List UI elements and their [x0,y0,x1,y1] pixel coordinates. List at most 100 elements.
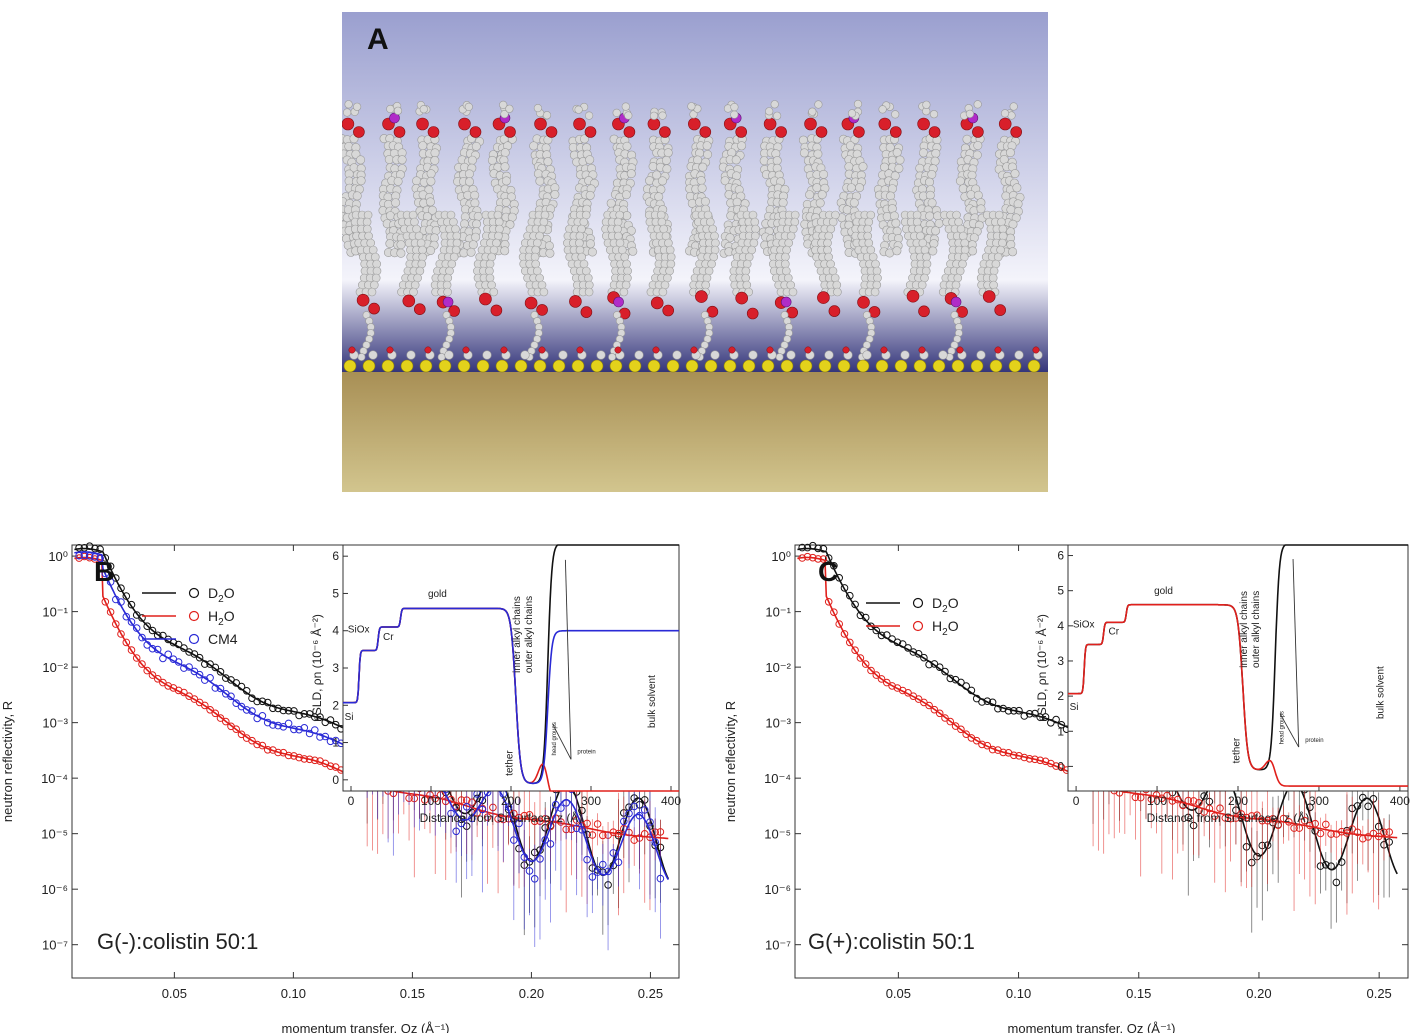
data-point [143,641,151,649]
oxygen-atom [448,305,460,317]
label-bulk-solvent: bulk solvent [1376,666,1387,719]
data-point [920,653,928,662]
carbon-atom [894,163,904,173]
inset-x-axis-label: Distance from Si surface, z (Å) [420,810,583,825]
carbon-atom [931,226,941,236]
y-tick-label: 10⁻⁶ [764,882,791,897]
carbon-atom [1013,199,1023,209]
data-point [504,803,513,811]
x-tick-label: 0.20 [519,986,544,1001]
carbon-atom [419,105,428,114]
data-point [80,544,89,552]
data-point [562,799,571,807]
data-point [893,638,902,647]
carbon-atom [540,210,550,220]
data-point [525,867,534,875]
data-point [290,725,298,734]
x-tick-label: 0.10 [281,986,306,1001]
data-point [195,670,204,679]
data-point [101,598,110,606]
panel-a-molecular-model: A [342,12,1048,492]
data-point [599,860,607,869]
data-point [295,753,303,762]
inset-x-tick-label: 400 [1390,794,1410,808]
carbon-atom [1009,102,1018,111]
sulfur-atom [932,359,946,373]
sulfur-atom [571,359,585,373]
oxygen-atom [766,346,774,354]
data-point [1263,816,1272,825]
data-point [957,725,965,734]
label-siox: SiOx [1073,620,1095,631]
y-tick-label: 10⁻⁴ [764,771,791,786]
carbon-atom [648,162,658,172]
oxygen-atom [545,126,558,138]
carbon-atom [703,150,713,160]
data-point [326,737,335,746]
data-point [85,552,94,560]
sulfur-atom [761,359,775,373]
oxygen-atom [746,307,759,320]
carbon-atom [925,211,935,221]
carbon-atom [393,176,403,186]
carbon-atom [976,204,986,214]
carbon-atom [846,183,856,193]
data-point [148,644,157,653]
oxygen-atom [424,346,432,354]
carbon-atom [742,259,752,269]
data-point [1327,830,1335,838]
data-point [925,660,933,669]
data-point [1253,811,1261,820]
label-inner-chains: inner alkyl chains [512,596,523,673]
data-point [630,802,639,811]
carbon-atom [501,197,511,207]
label-bulk-solvent: bulk solvent [647,675,658,728]
carbon-atom [485,273,495,283]
carbon-atom [900,350,910,360]
carbon-atom [953,273,963,283]
data-point [101,569,110,578]
carbon-atom [925,190,935,200]
carbon-atom [368,350,378,360]
data-point [1221,814,1230,822]
data-point [290,707,298,715]
data-point [242,706,251,714]
oxygen-atom [928,126,941,138]
label-cr: Cr [383,632,394,643]
sulfur-atom [913,359,927,373]
carbon-atom [731,155,741,165]
data-point [609,828,618,837]
data-point [232,699,240,708]
data-point [930,705,939,714]
oxygen-atom [534,117,547,131]
data-point [898,640,907,648]
carbon-atom [621,190,631,200]
sulfur-atom [1027,359,1041,373]
oxygen-atom [500,346,508,354]
carbon-atom [585,155,595,165]
carbon-atom [493,210,503,220]
carbon-atom [927,170,937,180]
data-point [819,545,828,553]
data-point [935,663,944,672]
data-point [798,554,807,562]
data-point [227,692,235,701]
data-point [248,736,256,745]
data-point [1020,753,1029,762]
data-point [957,678,965,687]
x-tick-label: 0.25 [1366,986,1391,1001]
data-point [1311,819,1319,828]
y-tick-label: 10⁻² [42,660,68,675]
data-point [180,688,188,697]
carbon-atom [583,273,593,283]
data-point [75,544,83,552]
data-point [1337,858,1346,866]
data-point [1173,795,1182,804]
data-point [106,608,115,616]
oxygen-atom [353,126,365,138]
data-point [840,630,849,638]
carbon-atom [425,197,435,207]
data-point [174,658,183,666]
data-point [588,873,597,881]
carbon-atom [464,169,474,179]
